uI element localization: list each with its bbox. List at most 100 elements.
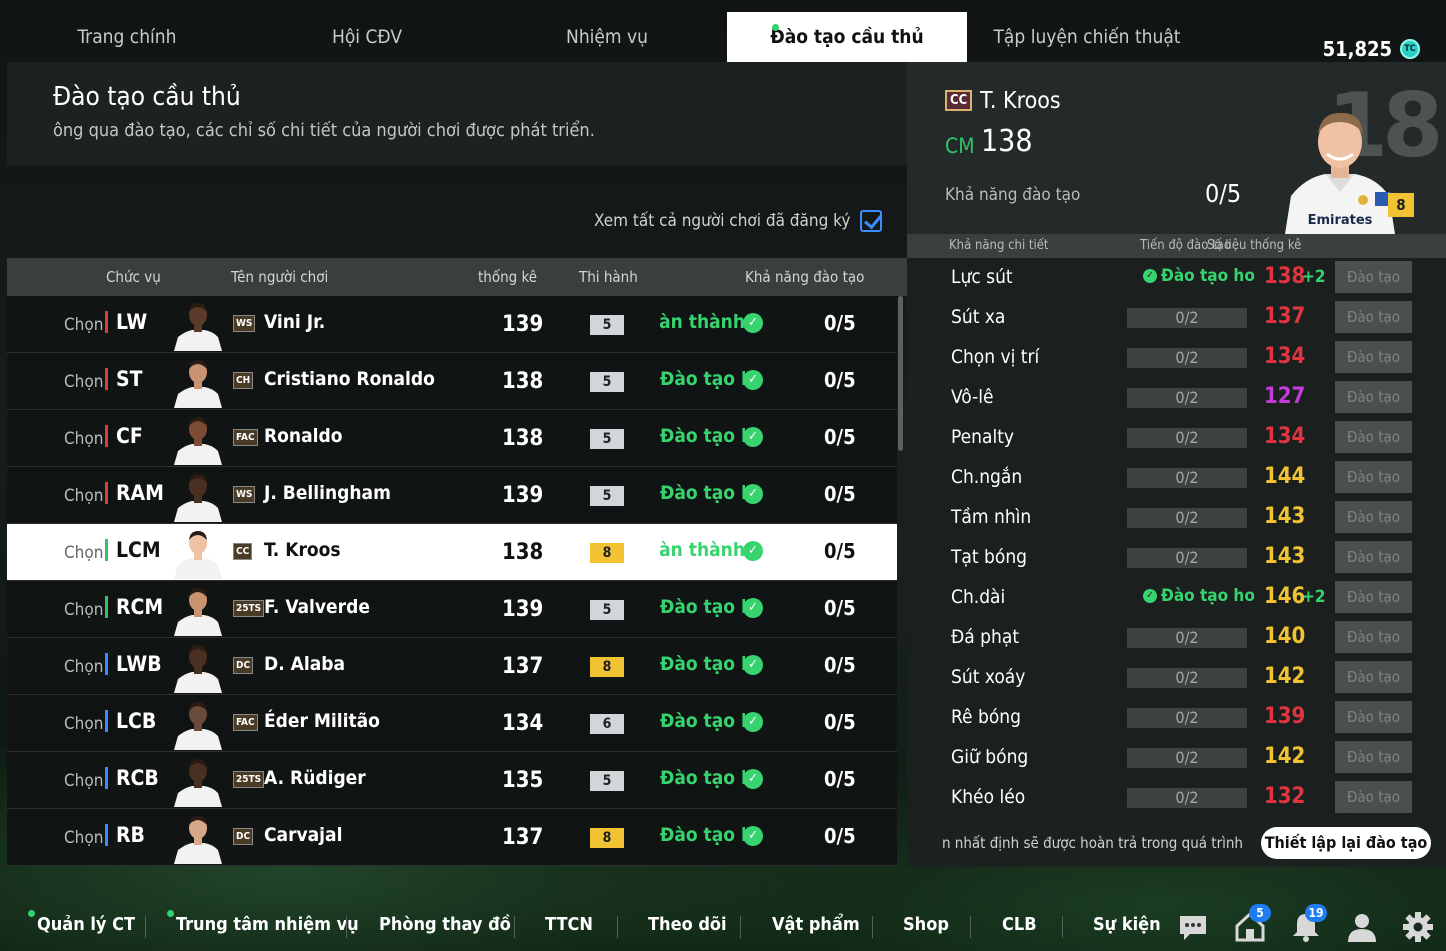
training-capacity: 0/5 xyxy=(824,710,856,734)
select-button[interactable]: Chọn xyxy=(64,486,104,506)
player-row[interactable]: Chọn RB DC Carvajal 137 8 Đào tạo h ✓ 0/… xyxy=(7,809,897,866)
refund-note: Tiền nhất định sẽ được hoàn trả trong qu… xyxy=(943,834,1243,852)
player-ovr: 139 xyxy=(502,597,544,622)
nav-mission-center[interactable]: Trung tâm nhiệm vụ xyxy=(167,910,359,935)
season-badge: DC xyxy=(233,657,254,674)
nav-ttcn[interactable]: TTCN xyxy=(545,914,593,935)
player-row[interactable]: Chọn LCM CC T. Kroos 138 8 Hoàn thành ✓ … xyxy=(7,524,897,581)
upgrade-level: 5 xyxy=(590,372,624,392)
player-row[interactable]: Chọn LW WS Vini Jr. 139 5 Hoàn thành ✓ 0… xyxy=(7,296,897,353)
home-icon[interactable]: 5 xyxy=(1233,904,1271,944)
nav-team-management[interactable]: Quản lý CT xyxy=(28,910,135,935)
home-badge: 5 xyxy=(1249,904,1271,922)
player-row[interactable]: Chọn RCB 25TS A. Rüdiger 135 5 Đào tạo h… xyxy=(7,752,897,809)
train-stat-button[interactable]: Đào tạo xyxy=(1335,701,1412,733)
stat-name: Rê bóng xyxy=(951,706,1021,728)
training-status: Hoàn thành xyxy=(660,539,745,561)
train-stat-button[interactable]: Đào tạo xyxy=(1335,501,1412,533)
season-badge: WS xyxy=(233,315,256,332)
stat-name: Khéo léo xyxy=(951,786,1026,808)
train-stat-button[interactable]: Đào tạo xyxy=(1335,621,1412,653)
training-status: Đào tạo h xyxy=(660,653,745,675)
training-progress: 0/2 xyxy=(1127,548,1247,568)
col-stats: thống kê xyxy=(478,268,538,286)
player-name: D. Alaba xyxy=(264,653,346,675)
nav-items[interactable]: Vật phẩm xyxy=(772,914,860,935)
player-row[interactable]: Chọn CF FAC Ronaldo 138 5 Đào tạo h ✓ 0/… xyxy=(7,410,897,467)
select-button[interactable]: Chọn xyxy=(64,315,104,335)
bell-icon[interactable]: 19 xyxy=(1289,904,1327,944)
scrollbar[interactable] xyxy=(898,296,903,451)
stat-row: Lực sút ✓ Đào tạo ho 138 +2 Đào tạo xyxy=(907,258,1446,298)
train-stat-button[interactable]: Đào tạo xyxy=(1335,741,1412,773)
training-capacity: 0/5 xyxy=(824,482,856,506)
player-row[interactable]: Chọn ST CH Cristiano Ronaldo 138 5 Đào t… xyxy=(7,353,897,410)
select-button[interactable]: Chọn xyxy=(64,429,104,449)
select-button[interactable]: Chọn xyxy=(64,828,104,848)
training-capacity: 0/5 xyxy=(824,824,856,848)
view-all-toggle[interactable]: Xem tất cả người chơi đã đăng ký xyxy=(594,210,883,232)
select-button[interactable]: Chọn xyxy=(64,372,104,392)
stat-row: Giữ bóng 0/2 142 Đào tạo xyxy=(907,738,1446,778)
nav-events[interactable]: Sự kiện xyxy=(1093,914,1161,935)
training-capacity: 0/5 xyxy=(824,311,856,335)
tab-tactics-training[interactable]: Tập luyện chiến thuật xyxy=(993,26,1181,48)
player-photo xyxy=(172,470,224,522)
upgrade-level: 5 xyxy=(590,771,624,791)
train-stat-button[interactable]: Đào tạo xyxy=(1335,781,1412,813)
tab-home[interactable]: Trang chính xyxy=(77,26,177,48)
train-stat-button[interactable]: Đào tạo xyxy=(1335,381,1412,413)
select-button[interactable]: Chọn xyxy=(64,600,104,620)
train-stat-button[interactable]: Đào tạo xyxy=(1335,341,1412,373)
season-badge: WS xyxy=(233,486,256,503)
player-row[interactable]: Chọn LWB DC D. Alaba 137 8 Đào tạo h ✓ 0… xyxy=(7,638,897,695)
select-button[interactable]: Chọn xyxy=(64,543,104,563)
gear-icon[interactable] xyxy=(1401,910,1435,944)
select-button[interactable]: Chọn xyxy=(64,714,104,734)
tab-player-training[interactable]: Đào tạo cầu thủ xyxy=(727,12,967,62)
stat-name: Ch.dài xyxy=(951,586,1006,608)
train-stat-button[interactable]: Đào tạo xyxy=(1335,301,1412,333)
chat-icon[interactable] xyxy=(1176,910,1210,944)
select-button[interactable]: Chọn xyxy=(64,657,104,677)
position-label: RB xyxy=(105,824,145,846)
tab-fan-club[interactable]: Hội CĐV xyxy=(331,26,403,48)
season-badge: FAC xyxy=(233,429,258,446)
position-label: RAM xyxy=(105,482,164,504)
train-stat-button[interactable]: Đào tạo xyxy=(1335,541,1412,573)
train-stat-button[interactable]: Đào tạo xyxy=(1335,421,1412,453)
nav-locker-room[interactable]: Phòng thay đồ xyxy=(379,914,511,935)
train-stat-button[interactable]: Đào tạo xyxy=(1335,261,1412,293)
stat-row: Vô-lê 0/2 127 Đào tạo xyxy=(907,378,1446,418)
train-stat-button[interactable]: Đào tạo xyxy=(1335,661,1412,693)
player-ovr: 138 xyxy=(502,426,544,451)
player-row[interactable]: Chọn RCM 25TS F. Valverde 139 5 Đào tạo … xyxy=(7,581,897,638)
col-execute: Thi hành xyxy=(579,268,638,286)
player-ovr: 139 xyxy=(502,483,544,508)
select-button[interactable]: Chọn xyxy=(64,771,104,791)
training-value: 0/5 xyxy=(1205,179,1242,208)
nav-club[interactable]: CLB xyxy=(1002,914,1037,935)
nav-follow[interactable]: Theo dõi xyxy=(648,914,727,935)
train-stat-button[interactable]: Đào tạo xyxy=(1335,461,1412,493)
profile-icon[interactable] xyxy=(1345,910,1379,944)
tab-missions[interactable]: Nhiệm vụ xyxy=(566,26,648,48)
train-stat-button[interactable]: Đào tạo xyxy=(1335,581,1412,613)
coin-icon: TC xyxy=(1400,39,1420,59)
reset-training-button[interactable]: Thiết lập lại đào tạo xyxy=(1261,827,1431,859)
upgrade-level: 6 xyxy=(590,714,624,734)
player-row[interactable]: Chọn RAM WS J. Bellingham 139 5 Đào tạo … xyxy=(7,467,897,524)
player-row[interactable]: Chọn LCB FAC Éder Militão 134 6 Đào tạo … xyxy=(7,695,897,752)
position-label: LCM xyxy=(105,539,161,561)
stat-name: Sút xoáy xyxy=(951,666,1026,688)
stats-header: Khả năng chi tiết Tiến độ đào tạo Số liệ… xyxy=(907,234,1446,258)
player-ovr: 139 xyxy=(502,312,544,337)
upgrade-level: 8 xyxy=(590,828,624,848)
training-progress: 0/2 xyxy=(1127,628,1247,648)
nav-shop[interactable]: Shop xyxy=(903,914,949,935)
view-all-checkbox[interactable] xyxy=(860,210,883,232)
nav-separator xyxy=(617,916,618,938)
season-badge: DC xyxy=(233,828,254,845)
position-label: RCM xyxy=(105,596,163,618)
stat-value: 132 xyxy=(1264,784,1306,809)
